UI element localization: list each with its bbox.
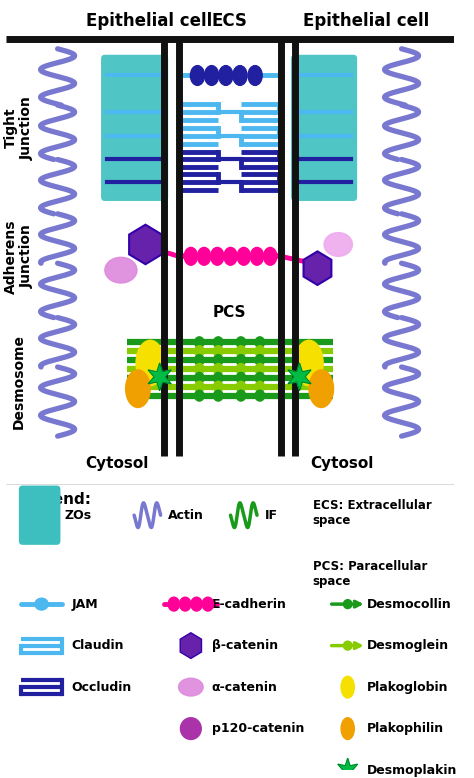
Text: Cytosol: Cytosol (310, 456, 374, 471)
Ellipse shape (237, 247, 250, 265)
Ellipse shape (195, 373, 204, 384)
Ellipse shape (344, 600, 352, 608)
Ellipse shape (341, 676, 355, 698)
FancyBboxPatch shape (291, 54, 357, 201)
Text: ECS: Extracellular
space: ECS: Extracellular space (313, 499, 431, 527)
Text: Occludin: Occludin (72, 681, 132, 694)
Ellipse shape (195, 363, 204, 374)
Ellipse shape (210, 247, 224, 265)
Polygon shape (288, 363, 311, 391)
Ellipse shape (213, 373, 223, 384)
Ellipse shape (198, 247, 210, 265)
Text: Tight
Junction: Tight Junction (4, 96, 34, 159)
Ellipse shape (202, 598, 213, 611)
Ellipse shape (35, 598, 48, 610)
Ellipse shape (295, 340, 323, 386)
Ellipse shape (195, 391, 204, 401)
Ellipse shape (236, 381, 246, 392)
Ellipse shape (236, 355, 246, 366)
Ellipse shape (255, 337, 264, 348)
Ellipse shape (233, 65, 247, 86)
Text: Legend:: Legend: (23, 492, 91, 507)
Text: PCS: Paracellular
space: PCS: Paracellular space (313, 559, 427, 587)
Ellipse shape (213, 381, 223, 392)
Ellipse shape (195, 355, 204, 366)
Ellipse shape (126, 370, 150, 408)
Text: Desmoplakin: Desmoplakin (366, 764, 457, 776)
Ellipse shape (236, 345, 246, 356)
Ellipse shape (264, 247, 277, 265)
Ellipse shape (136, 340, 164, 386)
Text: ZOs: ZOs (64, 509, 91, 522)
Ellipse shape (324, 233, 353, 256)
Text: Plakophilin: Plakophilin (366, 722, 444, 735)
Text: Epithelial cell: Epithelial cell (303, 12, 429, 30)
Ellipse shape (250, 247, 264, 265)
FancyBboxPatch shape (19, 485, 61, 545)
Text: JAM: JAM (72, 598, 99, 611)
Ellipse shape (255, 391, 264, 401)
Ellipse shape (195, 381, 204, 392)
Ellipse shape (236, 373, 246, 384)
Text: Actin: Actin (168, 509, 204, 522)
Ellipse shape (213, 355, 223, 366)
Ellipse shape (213, 363, 223, 374)
Ellipse shape (344, 641, 352, 650)
FancyBboxPatch shape (101, 54, 168, 201)
Text: IF: IF (264, 509, 278, 522)
Text: p120-catenin: p120-catenin (211, 722, 304, 735)
Ellipse shape (105, 258, 137, 283)
Ellipse shape (179, 678, 203, 696)
Ellipse shape (219, 65, 233, 86)
Text: β-catenin: β-catenin (211, 639, 278, 652)
Ellipse shape (341, 718, 355, 739)
Text: E-cadherin: E-cadherin (211, 598, 286, 611)
Ellipse shape (236, 391, 246, 401)
Ellipse shape (191, 598, 202, 611)
Ellipse shape (236, 363, 246, 374)
Ellipse shape (255, 373, 264, 384)
Text: Desmoglein: Desmoglein (366, 639, 449, 652)
Ellipse shape (180, 598, 191, 611)
Ellipse shape (191, 65, 205, 86)
Ellipse shape (255, 345, 264, 356)
Ellipse shape (168, 598, 180, 611)
Ellipse shape (255, 363, 264, 374)
Ellipse shape (255, 381, 264, 392)
Text: Desmocollin: Desmocollin (366, 598, 451, 611)
Ellipse shape (213, 391, 223, 401)
Ellipse shape (224, 247, 237, 265)
Text: Claudin: Claudin (72, 639, 124, 652)
Text: PCS: PCS (213, 305, 246, 320)
Text: ECS: ECS (212, 12, 247, 30)
Ellipse shape (236, 337, 246, 348)
Ellipse shape (248, 65, 262, 86)
Text: Epithelial cell: Epithelial cell (86, 12, 212, 30)
Ellipse shape (255, 355, 264, 366)
Polygon shape (148, 363, 171, 391)
Text: α-catenin: α-catenin (211, 681, 277, 694)
Text: Cytosol: Cytosol (85, 456, 149, 471)
Polygon shape (338, 759, 357, 778)
Ellipse shape (213, 337, 223, 348)
Ellipse shape (181, 718, 201, 739)
Ellipse shape (195, 337, 204, 348)
Text: Desmosome: Desmosome (12, 335, 26, 429)
Ellipse shape (213, 345, 223, 356)
Text: Plakoglobin: Plakoglobin (366, 681, 448, 694)
Text: Adherens
Junction: Adherens Junction (4, 219, 34, 293)
Ellipse shape (309, 370, 334, 408)
Ellipse shape (195, 345, 204, 356)
Ellipse shape (205, 65, 219, 86)
Ellipse shape (184, 247, 198, 265)
